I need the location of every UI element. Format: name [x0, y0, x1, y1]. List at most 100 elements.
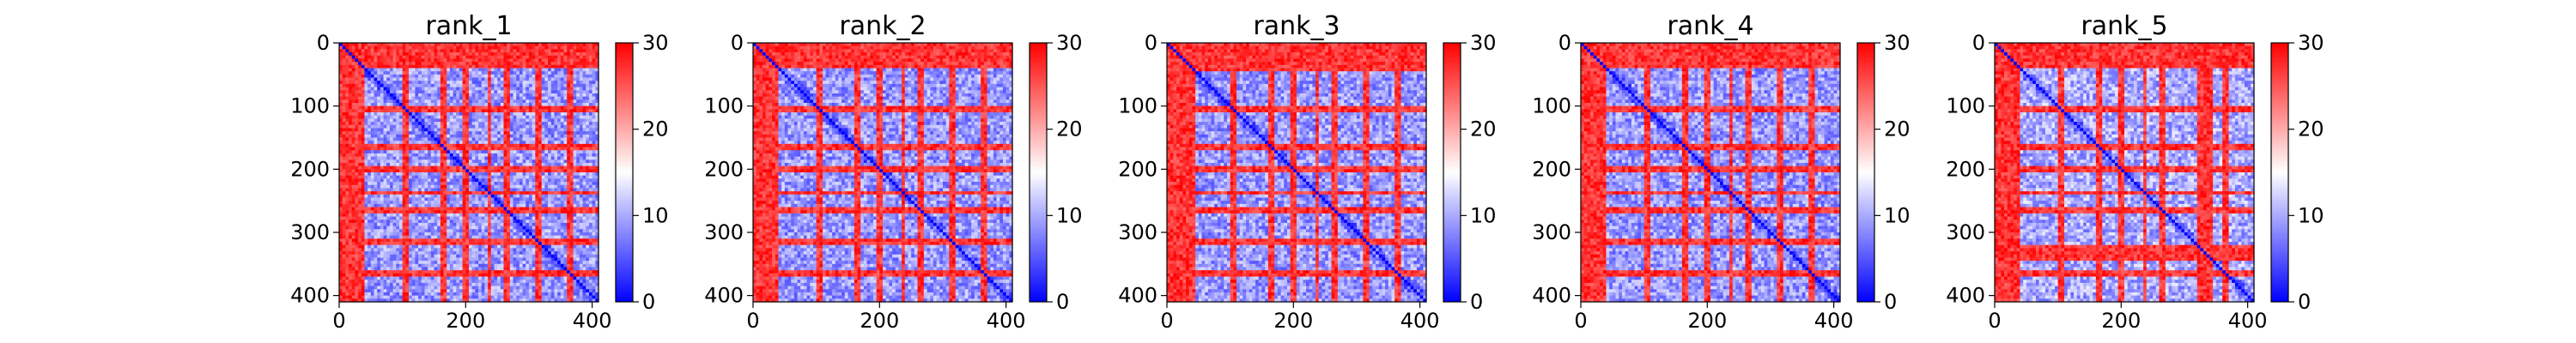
heat-cell: [494, 83, 498, 88]
heat-cell: [535, 122, 539, 126]
heat-cell: [569, 203, 574, 208]
heat-cell: [428, 201, 432, 205]
heat-cell: [586, 134, 590, 139]
heat-cell: [440, 105, 445, 110]
heat-cell: [392, 131, 397, 135]
heat-cell: [526, 49, 530, 53]
heat-cell: [368, 52, 372, 57]
heat-cell: [358, 124, 362, 129]
heat-cell: [541, 62, 545, 66]
heat-cell: [509, 45, 514, 50]
heat-cell: [351, 172, 356, 177]
heat-cell: [374, 87, 378, 91]
heat-cell: [351, 207, 356, 211]
heat-cell: [471, 184, 476, 190]
heat-cell: [503, 226, 507, 230]
heat-cell: [462, 162, 466, 167]
heat-cell: [456, 124, 460, 129]
heat-cell: [449, 109, 454, 113]
heat-cell: [411, 201, 416, 205]
heat-cell: [377, 81, 381, 85]
heat-cell: [370, 229, 375, 233]
heat-cell: [544, 96, 549, 100]
heat-cell: [471, 74, 476, 79]
heat-cell: [377, 213, 381, 218]
heat-cell: [532, 150, 536, 154]
heat-cell: [358, 210, 362, 214]
heat-cell: [437, 128, 441, 132]
heat-cell: [370, 150, 375, 154]
heat-cell: [389, 99, 394, 104]
heat-cell: [522, 191, 526, 196]
heat-cell: [497, 141, 501, 145]
heat-cell: [582, 102, 586, 107]
heat-cell: [434, 194, 438, 199]
heat-cell: [355, 162, 359, 167]
heat-cell: [509, 105, 514, 110]
heat-cell: [509, 128, 514, 132]
heat-cell: [488, 175, 492, 179]
heat-cell: [494, 197, 498, 202]
heat-cell: [428, 93, 432, 98]
heat-cell: [430, 229, 435, 233]
heat-cell: [465, 77, 470, 81]
heat-cell: [447, 182, 451, 186]
heat-cell: [548, 122, 552, 126]
heat-cell: [434, 232, 438, 237]
heat-cell: [595, 175, 599, 179]
heat-cell: [447, 184, 451, 190]
heat-cell: [471, 81, 476, 85]
heat-cell: [377, 87, 381, 91]
heat-cell: [453, 90, 457, 94]
heat-cell: [569, 229, 574, 233]
heat-cell: [440, 191, 445, 196]
heat-cell: [351, 115, 356, 119]
heat-cell: [513, 191, 517, 196]
heat-cell: [418, 124, 422, 129]
heat-cell: [519, 83, 524, 88]
heat-cell: [528, 99, 533, 104]
heat-cell: [421, 191, 426, 196]
heat-cell: [488, 162, 492, 167]
heat-cell: [469, 194, 473, 199]
heat-cell: [434, 191, 438, 196]
heat-cell: [386, 87, 391, 91]
heat-cell: [481, 232, 486, 237]
heat-cell: [351, 55, 356, 60]
heat-cell: [355, 156, 359, 160]
heat-cell: [538, 102, 543, 107]
heat-cell: [402, 105, 406, 110]
heat-cell: [415, 159, 419, 164]
heat-cell: [368, 210, 372, 214]
heat-cell: [374, 52, 378, 57]
heat-cell: [440, 194, 445, 199]
heat-cell: [351, 68, 356, 72]
heat-cell: [437, 43, 441, 47]
heat-cell: [392, 156, 397, 160]
heat-cell: [481, 207, 486, 211]
heat-cell: [548, 55, 552, 60]
heat-cell: [569, 93, 574, 98]
heat-cell: [471, 137, 476, 141]
heat-cell: [475, 68, 479, 72]
heat-cell: [503, 147, 507, 151]
heat-cell: [560, 105, 565, 110]
heat-cell: [392, 175, 397, 179]
heat-cell: [398, 109, 404, 113]
heat-cell: [497, 99, 501, 104]
heat-cell: [557, 109, 562, 113]
heat-cell: [522, 49, 526, 53]
heat-cell: [544, 229, 549, 233]
heat-cell: [582, 210, 586, 214]
heat-cell: [377, 62, 381, 66]
heat-cell: [361, 143, 366, 148]
heat-cell: [389, 90, 394, 94]
heat-cell: [449, 124, 454, 129]
heat-cell: [548, 96, 552, 100]
heat-cell: [368, 93, 372, 98]
heat-cell: [579, 45, 584, 50]
heat-cell: [516, 93, 520, 98]
heat-cell: [421, 102, 426, 107]
heat-cell: [550, 191, 556, 196]
heat-cell: [488, 153, 492, 158]
